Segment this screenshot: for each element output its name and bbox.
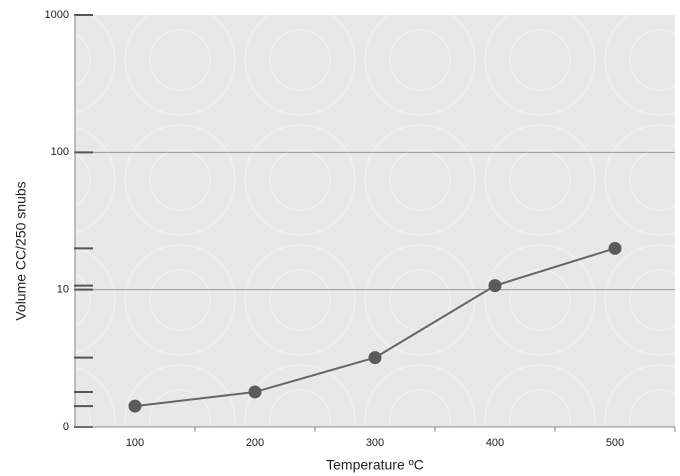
data-point: [608, 241, 622, 255]
y-tick-label: 1000: [45, 9, 69, 21]
x-tick-label: 200: [246, 437, 264, 449]
y-tick-label: 10: [57, 284, 69, 296]
data-point: [248, 385, 262, 399]
y-axis-title: Volume CC/250 snubs: [13, 181, 29, 320]
y-tick-label: 0: [63, 421, 69, 433]
x-tick-label: 300: [366, 437, 384, 449]
data-point: [488, 279, 502, 293]
x-tick-label: 400: [486, 437, 504, 449]
data-point: [128, 399, 142, 413]
x-axis-title: Temperature ºC: [326, 457, 424, 473]
y-tick-label: 100: [51, 146, 69, 158]
plot-texture: [75, 15, 675, 427]
x-tick-label: 100: [126, 437, 144, 449]
x-tick-label: 500: [606, 437, 624, 449]
data-point: [368, 351, 382, 365]
